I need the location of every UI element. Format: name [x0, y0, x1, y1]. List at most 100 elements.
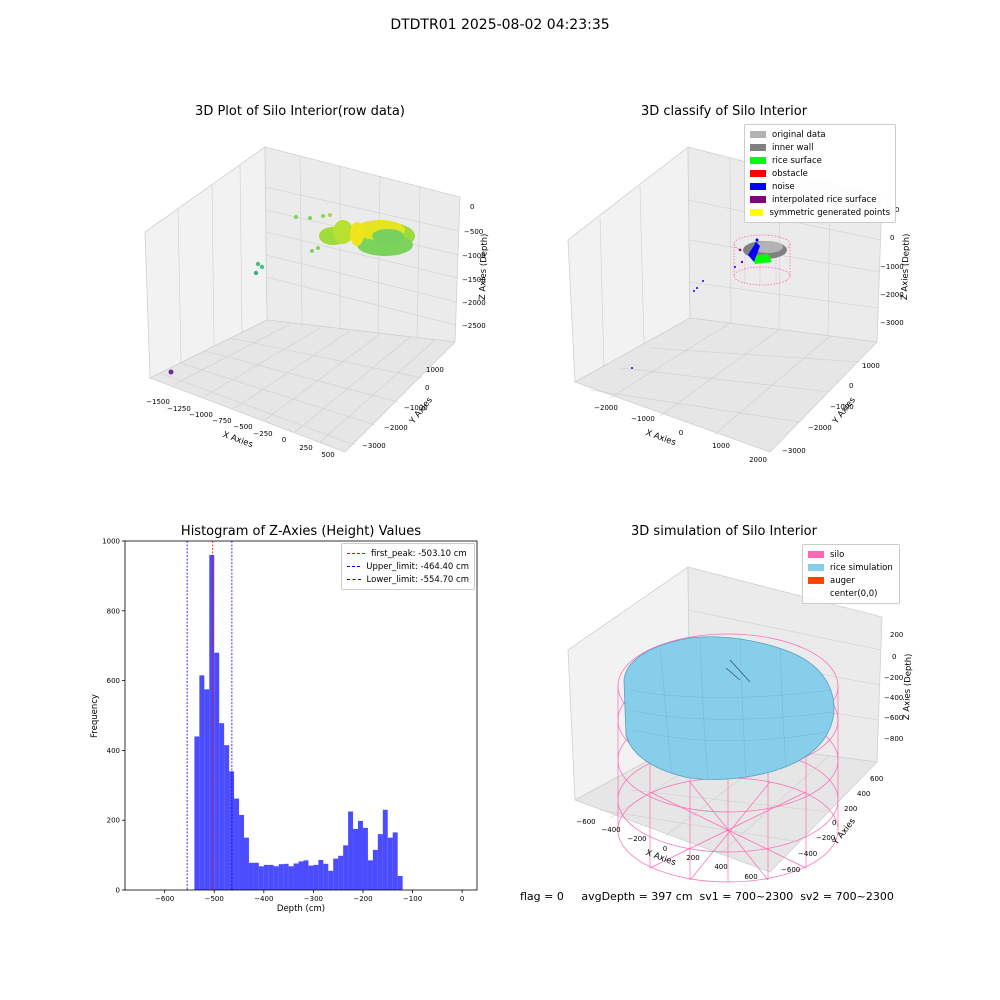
p1-point	[321, 214, 325, 218]
hist-bar	[278, 864, 284, 890]
p1-xtick: −1250	[167, 405, 191, 413]
p2-silo-cluster	[733, 234, 791, 286]
legend-swatch	[750, 131, 766, 138]
hist-bar	[214, 652, 220, 890]
p2-xlabel: X Axies	[644, 428, 677, 448]
p4-xlabel: X Axies	[644, 848, 677, 868]
p4-xtick: 0	[663, 845, 667, 853]
hist-bar	[243, 837, 249, 890]
p2-noise-point	[631, 367, 633, 369]
p1-xtick: −1500	[146, 398, 170, 406]
hist-bar	[248, 862, 254, 890]
legend-line	[347, 579, 361, 580]
hist-xtick-label: −200	[353, 895, 372, 903]
p4-ztick: −600	[884, 714, 903, 722]
p2-ytick: −2000	[808, 424, 832, 432]
p1-ytick: −1000	[404, 404, 428, 412]
hist-bar	[298, 861, 304, 890]
legend-item: silo	[808, 548, 894, 561]
hist-bar	[318, 859, 324, 890]
p4-ytick: 0	[832, 819, 836, 827]
hist-bar	[382, 809, 388, 890]
p4-floor-pane	[574, 737, 878, 873]
p1-point	[328, 213, 332, 217]
panel2-title: 3D classify of Silo Interior	[640, 104, 808, 119]
hist-bar	[253, 862, 259, 890]
legend-line	[347, 553, 365, 554]
legend-swatch	[750, 183, 766, 190]
hist-bar	[234, 798, 240, 890]
legend-swatch	[808, 590, 824, 597]
hist-bar	[367, 860, 373, 890]
p2-ytick: 0	[849, 382, 853, 390]
p2-zlabel: Z Axies (Depth)	[900, 233, 912, 300]
legend-item: Upper_limit: -464.40 cm	[347, 560, 469, 573]
p2-ytick: 1000	[862, 362, 880, 370]
legend-item: first_peak: -503.10 cm	[347, 547, 469, 560]
p2-left-pane	[567, 146, 691, 383]
p4-auger	[725, 659, 751, 683]
p2-xtick: −2000	[594, 404, 618, 412]
hist-xtick-label: −600	[155, 895, 174, 903]
p1-xtick: 0	[282, 436, 286, 444]
hist-bar	[323, 863, 329, 890]
p4-xtick: 600	[744, 873, 757, 881]
p4-ztick: −200	[884, 674, 903, 682]
legend-swatch	[808, 551, 824, 558]
hist-bar	[209, 554, 215, 890]
p2-floor-pane	[574, 317, 878, 453]
p1-xtick: −250	[253, 430, 272, 438]
p4-left-pane	[567, 566, 691, 801]
p1-xtick: −750	[212, 417, 231, 425]
p1-ztick: −500	[464, 228, 483, 236]
legend-swatch	[808, 577, 824, 584]
p4-xtick: 200	[686, 854, 699, 862]
hist-bar	[348, 811, 354, 890]
hist-ytick-label: 200	[107, 817, 120, 825]
hist-bar	[358, 820, 363, 890]
p1-point	[259, 264, 265, 270]
p1-ztick: 0	[470, 203, 474, 211]
legend-item: center(0,0)	[808, 587, 894, 600]
legend-item: rice simulation	[808, 561, 894, 574]
p4-zlabel: Z Axies (Depth)	[902, 653, 914, 720]
legend-swatch	[750, 196, 766, 203]
hist-bar	[204, 689, 210, 890]
hist-axes-frame	[124, 540, 478, 891]
legend-item: original data	[750, 128, 890, 141]
p4-silo-wireframe	[617, 633, 839, 883]
p1-xtick: −1000	[189, 411, 213, 419]
p2-ztick: 0	[890, 234, 894, 242]
hist-bar	[387, 837, 393, 890]
legend-line	[347, 566, 361, 567]
legend-swatch	[750, 144, 766, 151]
figure-title: DTDTR01 2025-08-02 04:23:35	[390, 17, 610, 33]
legend-swatch	[808, 564, 824, 571]
p1-point	[253, 270, 259, 276]
hist-bar	[268, 864, 274, 890]
p1-xtick: 250	[299, 444, 312, 452]
legend-item: inner wall	[750, 141, 890, 154]
hist-ytick-label: 0	[116, 887, 120, 895]
p2-ztick: −2000	[880, 291, 904, 299]
p4-ztick: −400	[884, 694, 903, 702]
hist-bar	[239, 814, 244, 890]
p1-point	[316, 246, 320, 250]
hist-bar	[313, 864, 319, 890]
hist-bar	[229, 771, 235, 890]
p1-floor-pane	[149, 319, 456, 453]
hist-ytick-label: 800	[107, 607, 120, 615]
p1-ztick: −2500	[462, 322, 486, 330]
p4-ylabel: Y Axies	[830, 816, 858, 848]
p1-ytick: 0	[425, 384, 429, 392]
hist-xtick-label: −500	[205, 895, 224, 903]
p4-ytick: 400	[857, 790, 870, 798]
legend-swatch	[750, 209, 764, 216]
p1-xtick: −500	[233, 423, 252, 431]
hist-xtick-label: −400	[254, 895, 273, 903]
hist-bar	[377, 834, 383, 890]
hist-bar	[219, 723, 225, 890]
p1-point	[294, 215, 298, 219]
hist-xtick-label: −300	[304, 895, 323, 903]
p2-ylabel: Y Axies	[830, 395, 858, 427]
